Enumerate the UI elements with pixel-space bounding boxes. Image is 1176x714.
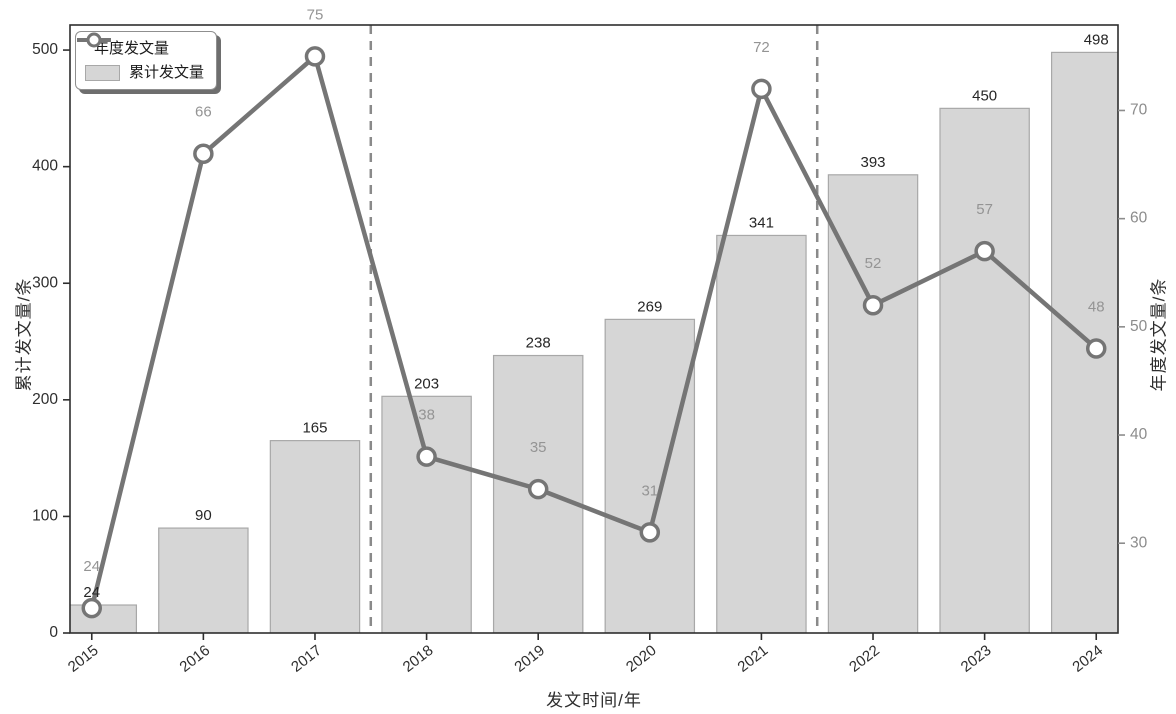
left-tick-label: 400 [32, 158, 58, 175]
line-value-label-2021: 72 [753, 39, 770, 56]
x-tick-label-2018: 2018 [400, 642, 437, 676]
right-tick-label: 50 [1130, 318, 1148, 335]
right-tick-label: 60 [1130, 210, 1148, 227]
x-tick-label-2024: 2024 [1069, 642, 1106, 676]
bar-2021 [716, 234, 807, 633]
bar-value-label-2023: 450 [972, 87, 997, 104]
bar-2020 [604, 318, 696, 633]
legend-label-cumulative: 累计发文量 [129, 64, 205, 81]
right-axis-title: 年度发文量/条 [1149, 277, 1169, 392]
x-tick-label-2019: 2019 [511, 642, 548, 676]
plot-border [69, 24, 1119, 634]
bar-value-label-2021: 341 [749, 214, 774, 231]
bar-patch-swatch-icon [85, 64, 120, 81]
marker-2016 [193, 143, 214, 164]
x-tick-label-2023: 2023 [958, 642, 995, 676]
right-tick-label: 70 [1130, 102, 1148, 119]
left-tick-label: 0 [49, 624, 58, 641]
legend-item-annual: 年度发文量 [77, 32, 204, 59]
marker-2022 [862, 294, 884, 316]
bar-value-label-2024: 498 [1084, 31, 1109, 48]
bar-series [70, 51, 1118, 633]
line-value-label-2015: 24 [83, 558, 100, 575]
line-value-label-2017: 75 [307, 6, 324, 23]
bar-2024 [1050, 51, 1118, 633]
legend-label-annual: 年度发文量 [94, 40, 170, 57]
bar-2016 [158, 527, 249, 633]
bar-value-label-2017: 165 [302, 420, 327, 437]
left-tick-label: 100 [32, 508, 58, 525]
marker-2019 [527, 478, 549, 500]
x-axis-title: 发文时间/年 [546, 691, 642, 710]
left-axis-title: 累计发文量/条 [14, 277, 34, 392]
bar-2018 [381, 395, 472, 633]
bar-value-label-2019: 238 [526, 334, 551, 351]
bar-2022 [827, 174, 919, 633]
bar-2015 [70, 604, 138, 633]
line-value-label-2018: 38 [418, 407, 435, 424]
marker-2021 [751, 78, 772, 100]
bar-2017 [269, 440, 361, 633]
marker-2023 [974, 240, 995, 262]
x-tick-label-2015: 2015 [65, 642, 102, 676]
left-tick-label: 200 [32, 391, 58, 408]
line-value-label-2016: 66 [195, 104, 212, 121]
x-tick-label-2016: 2016 [177, 642, 214, 676]
marker-2017 [304, 46, 326, 67]
marker-2024 [1085, 338, 1107, 359]
bar-value-label-2016: 90 [195, 507, 212, 524]
bar-value-label-2020: 269 [637, 298, 662, 315]
x-tick-label-2021: 2021 [735, 642, 772, 676]
legend-item-cumulative: 累计发文量 [85, 62, 204, 83]
right-tick-label: 40 [1130, 426, 1148, 443]
marker-2020 [639, 522, 661, 543]
left-tick-label: 500 [32, 41, 58, 58]
line-value-label-2024: 48 [1088, 298, 1105, 315]
legend: 年度发文量 累计发文量 [75, 31, 218, 90]
x-tick-label-2017: 2017 [288, 642, 325, 676]
line-value-label-2020: 31 [641, 482, 658, 499]
bar-2023 [939, 107, 1030, 633]
line-value-label-2023: 57 [976, 201, 993, 218]
bar-value-label-2015: 24 [83, 584, 100, 601]
left-tick-label: 300 [32, 274, 58, 291]
line-value-label-2022: 52 [865, 255, 882, 272]
line-series [89, 54, 1099, 611]
right-tick-label: 30 [1130, 534, 1148, 551]
bar-value-label-2018: 203 [414, 375, 439, 392]
bar-value-label-2022: 393 [861, 154, 886, 171]
line-value-label-2019: 35 [530, 439, 547, 456]
x-tick-label-2022: 2022 [846, 642, 883, 676]
x-tick-label-2020: 2020 [623, 642, 660, 676]
marker-2015 [81, 597, 103, 619]
marker-2018 [416, 446, 437, 467]
